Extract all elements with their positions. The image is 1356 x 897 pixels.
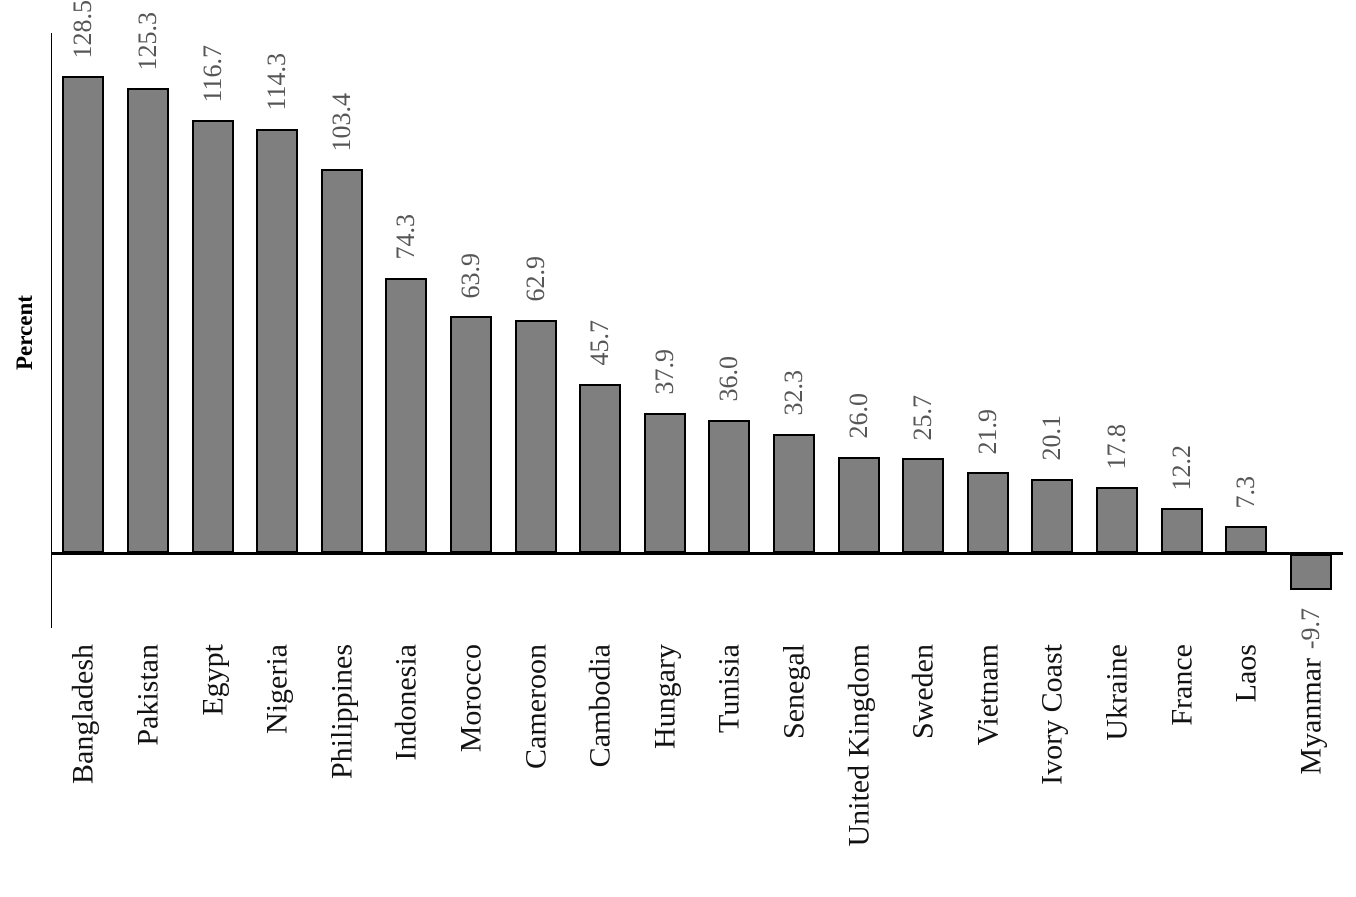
bar-value-label: 36.0 — [714, 356, 744, 402]
bar-value-label: 12.2 — [1166, 444, 1196, 491]
bar — [320, 169, 363, 554]
category-label: Morocco — [454, 644, 488, 753]
category-label: Sweden — [906, 644, 940, 739]
bar — [514, 319, 557, 554]
bar — [1225, 526, 1268, 554]
category-label: Pakistan — [131, 644, 165, 746]
category-label: Tunisia — [712, 644, 746, 733]
bar — [708, 419, 751, 554]
bar — [902, 458, 945, 554]
category-label: Myanmar — [1294, 657, 1328, 775]
y-axis-title: Percent — [12, 295, 37, 371]
bar-value-label: 103.4 — [326, 92, 356, 152]
bar — [1031, 478, 1074, 554]
category-label: Egypt — [196, 644, 229, 716]
bar-value-label: 74.3 — [391, 214, 421, 260]
x-axis-line — [51, 552, 1343, 555]
category-label: Bangladesh — [66, 644, 100, 784]
bar — [1095, 487, 1138, 554]
bar-value-label: 21.9 — [972, 408, 1002, 455]
bar-value-label: 25.7 — [908, 394, 938, 441]
category-label: Vietnam — [971, 644, 1005, 746]
bar-value-label: 62.9 — [520, 256, 550, 302]
bar-value-label: 20.1 — [1037, 415, 1067, 461]
bar — [62, 76, 105, 554]
bar — [966, 472, 1009, 554]
bar — [191, 120, 234, 554]
bar-value-label: 114.3 — [262, 53, 292, 111]
category-label: Hungary — [648, 644, 682, 749]
category-label: Cambodia — [583, 644, 617, 768]
bar — [385, 277, 428, 554]
bar — [1160, 508, 1203, 554]
bar-value-label: 17.8 — [1101, 423, 1131, 470]
y-axis-line — [50, 33, 53, 628]
bar — [126, 88, 169, 554]
bar — [1289, 553, 1332, 590]
bar — [772, 433, 815, 554]
bar-value-label: 63.9 — [455, 252, 485, 299]
bar — [643, 412, 686, 554]
bar — [579, 383, 622, 554]
category-label: United Kingdom — [842, 644, 875, 847]
bar-value-label: 128.5 — [68, 0, 98, 59]
bar-value-label: 45.7 — [585, 320, 615, 366]
category-label: Nigeria — [260, 644, 294, 734]
bar-value-label: 26.0 — [843, 393, 873, 439]
category-label: Laos — [1229, 644, 1263, 703]
category-label: France — [1165, 644, 1198, 726]
bar — [837, 456, 880, 554]
category-label: Philippines — [325, 644, 359, 780]
bar — [449, 316, 492, 554]
bar-value-label: 37.9 — [649, 349, 679, 395]
category-label: Ukraine — [1100, 644, 1134, 741]
bar-value-label: 125.3 — [132, 11, 162, 71]
bar-value-label: 7.3 — [1231, 475, 1261, 509]
bar — [256, 128, 299, 554]
category-label: Senegal — [777, 644, 811, 739]
bar-value-label: -9.7 — [1295, 607, 1325, 649]
category-label: Indonesia — [389, 644, 423, 761]
bar-value-label: 32.3 — [778, 370, 808, 416]
bar-value-label: 116.7 — [197, 44, 227, 103]
category-label: Cameroon — [519, 644, 552, 769]
category-label: Ivory Coast — [1035, 644, 1069, 785]
